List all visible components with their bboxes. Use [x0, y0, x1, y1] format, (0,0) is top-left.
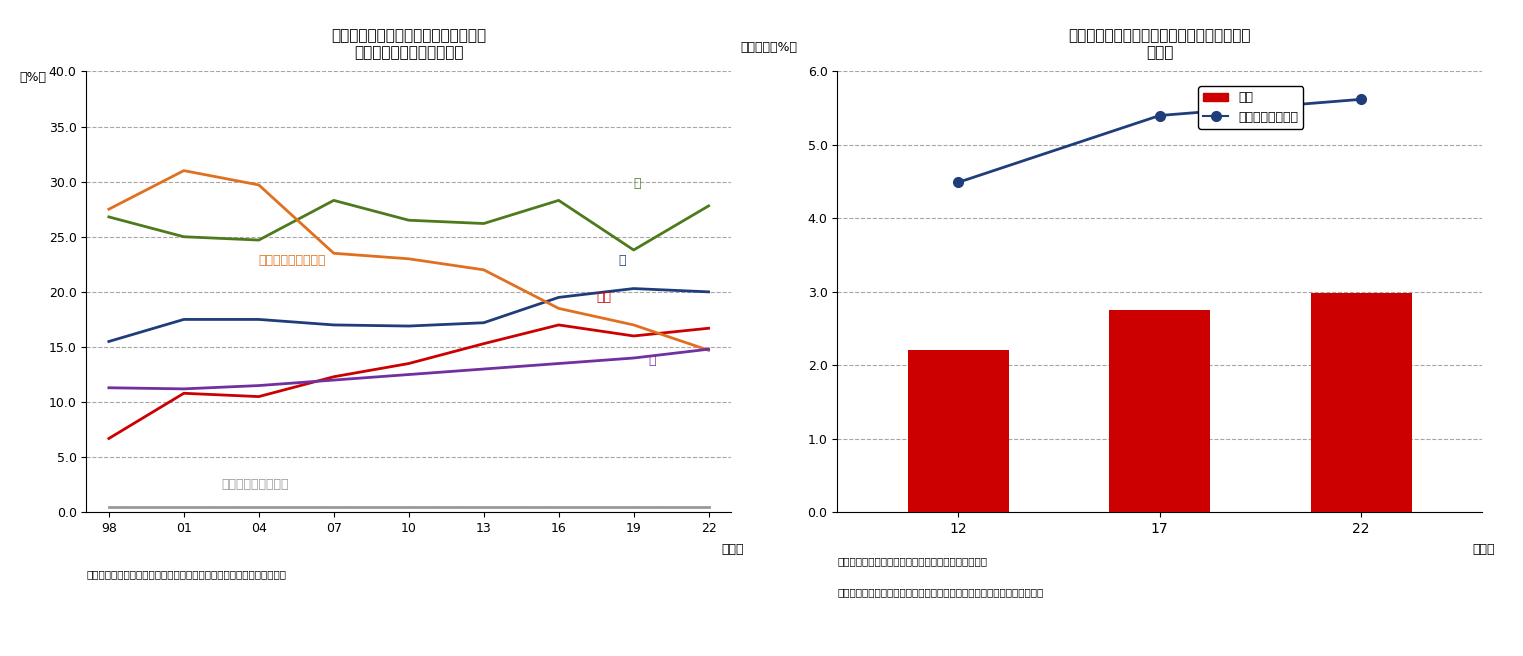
- Title: （図表５）同居の主たる介護者の続柄
（要介護者から見た続柄）: （図表５）同居の主たる介護者の続柄 （要介護者から見た続柄）: [330, 28, 486, 60]
- Text: 妻: 妻: [634, 177, 641, 190]
- Text: （資料）厚生労働省「国民生活基礎調査」よりニッセイ基礎研究所作成: （資料）厚生労働省「国民生活基礎調査」よりニッセイ基礎研究所作成: [87, 569, 286, 580]
- Text: 娘: 娘: [618, 255, 626, 267]
- Text: 息子: 息子: [595, 291, 611, 304]
- Legend: 実数, 全体に対する割合: 実数, 全体に対する割合: [1199, 87, 1304, 129]
- Bar: [1311, 293, 1412, 512]
- Title: （図表６）仕事をしながら介護をしている人
の推移: （図表６）仕事をしながら介護をしている人 の推移: [1069, 28, 1250, 60]
- Text: （年）: （年）: [1473, 543, 1496, 556]
- Text: （%）: （%）: [18, 72, 46, 85]
- Text: （資料）総務省統計局「就業構造基本調査」よりニッセイ基礎研究所作成: （資料）総務省統計局「就業構造基本調査」よりニッセイ基礎研究所作成: [838, 587, 1043, 597]
- Text: （年）: （年）: [722, 543, 745, 556]
- Text: 夫: 夫: [649, 354, 656, 367]
- Bar: [1109, 310, 1211, 512]
- Text: （百万人、%）: （百万人、%）: [740, 41, 798, 54]
- Text: 子の配偶者（男性）: 子の配偶者（男性）: [221, 478, 289, 491]
- Text: 子の配偶者（女性）: 子の配偶者（女性）: [259, 255, 326, 267]
- Text: （注）雇用者のうち、会社などの役員を除いた人の値: （注）雇用者のうち、会社などの役員を除いた人の値: [838, 556, 987, 566]
- Bar: [908, 350, 1008, 512]
